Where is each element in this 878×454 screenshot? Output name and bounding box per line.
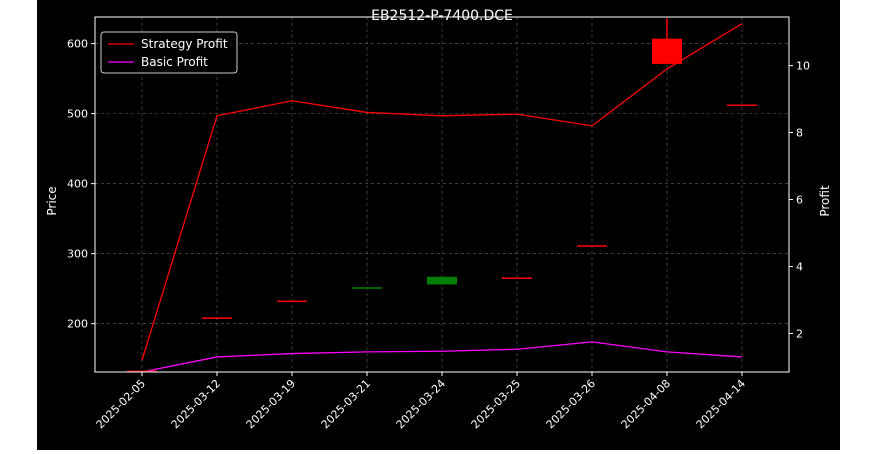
x-tick-label: 2025-04-14 (694, 377, 748, 431)
candle-body (352, 287, 382, 289)
x-tick-label: 2025-03-25 (469, 377, 523, 431)
x-tick-label: 2025-03-26 (544, 377, 598, 431)
candle-body (577, 245, 607, 247)
legend-label: Basic Profit (141, 55, 208, 69)
candle-body (502, 277, 532, 279)
y-left-axis-ticks: 200 300 400 500 600 (67, 38, 95, 331)
x-tick-label: 2025-03-21 (319, 377, 373, 431)
y-right-tick-label: 4 (796, 261, 803, 274)
y-left-tick-label: 600 (67, 38, 88, 51)
y-left-tick-label: 500 (67, 108, 88, 121)
legend-label: Strategy Profit (141, 37, 228, 51)
candle-body (652, 39, 682, 64)
candle-body (727, 105, 757, 107)
y-left-tick-label: 400 (67, 178, 88, 191)
legend: Strategy Profit Basic Profit (101, 32, 237, 73)
y-left-tick-label: 200 (67, 318, 88, 331)
x-tick-label: 2025-03-12 (169, 377, 223, 431)
x-tick-label: 2025-03-24 (394, 377, 448, 431)
chart-svg: EB2512-P-7400.DCE Price Profit 2025-02-0… (37, 0, 840, 450)
x-tick-label: 2025-03-19 (244, 377, 298, 431)
y-left-tick-label: 300 (67, 248, 88, 261)
chart-title: EB2512-P-7400.DCE (371, 8, 513, 24)
y-left-label: Price (45, 186, 59, 215)
x-axis-ticks: 2025-02-05 2025-03-12 2025-03-19 2025-03-21… (94, 372, 748, 431)
y-right-axis-ticks: 2 4 6 8 10 (789, 60, 810, 341)
candle-body (427, 277, 457, 285)
y-right-tick-label: 6 (796, 194, 803, 207)
x-tick-label: 2025-04-08 (619, 377, 673, 431)
y-right-label: Profit (818, 185, 832, 217)
x-tick-label: 2025-02-05 (94, 377, 148, 431)
candle-body (277, 301, 307, 303)
chart-figure: EB2512-P-7400.DCE Price Profit 2025-02-0… (37, 0, 840, 450)
y-right-tick-label: 8 (796, 127, 803, 140)
y-right-tick-label: 10 (796, 60, 810, 73)
y-right-tick-label: 2 (796, 327, 803, 340)
candle-body (202, 317, 232, 319)
